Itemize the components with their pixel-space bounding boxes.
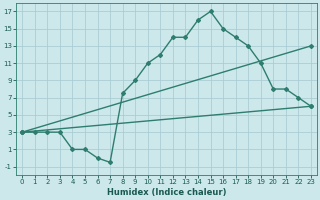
X-axis label: Humidex (Indice chaleur): Humidex (Indice chaleur)	[107, 188, 226, 197]
